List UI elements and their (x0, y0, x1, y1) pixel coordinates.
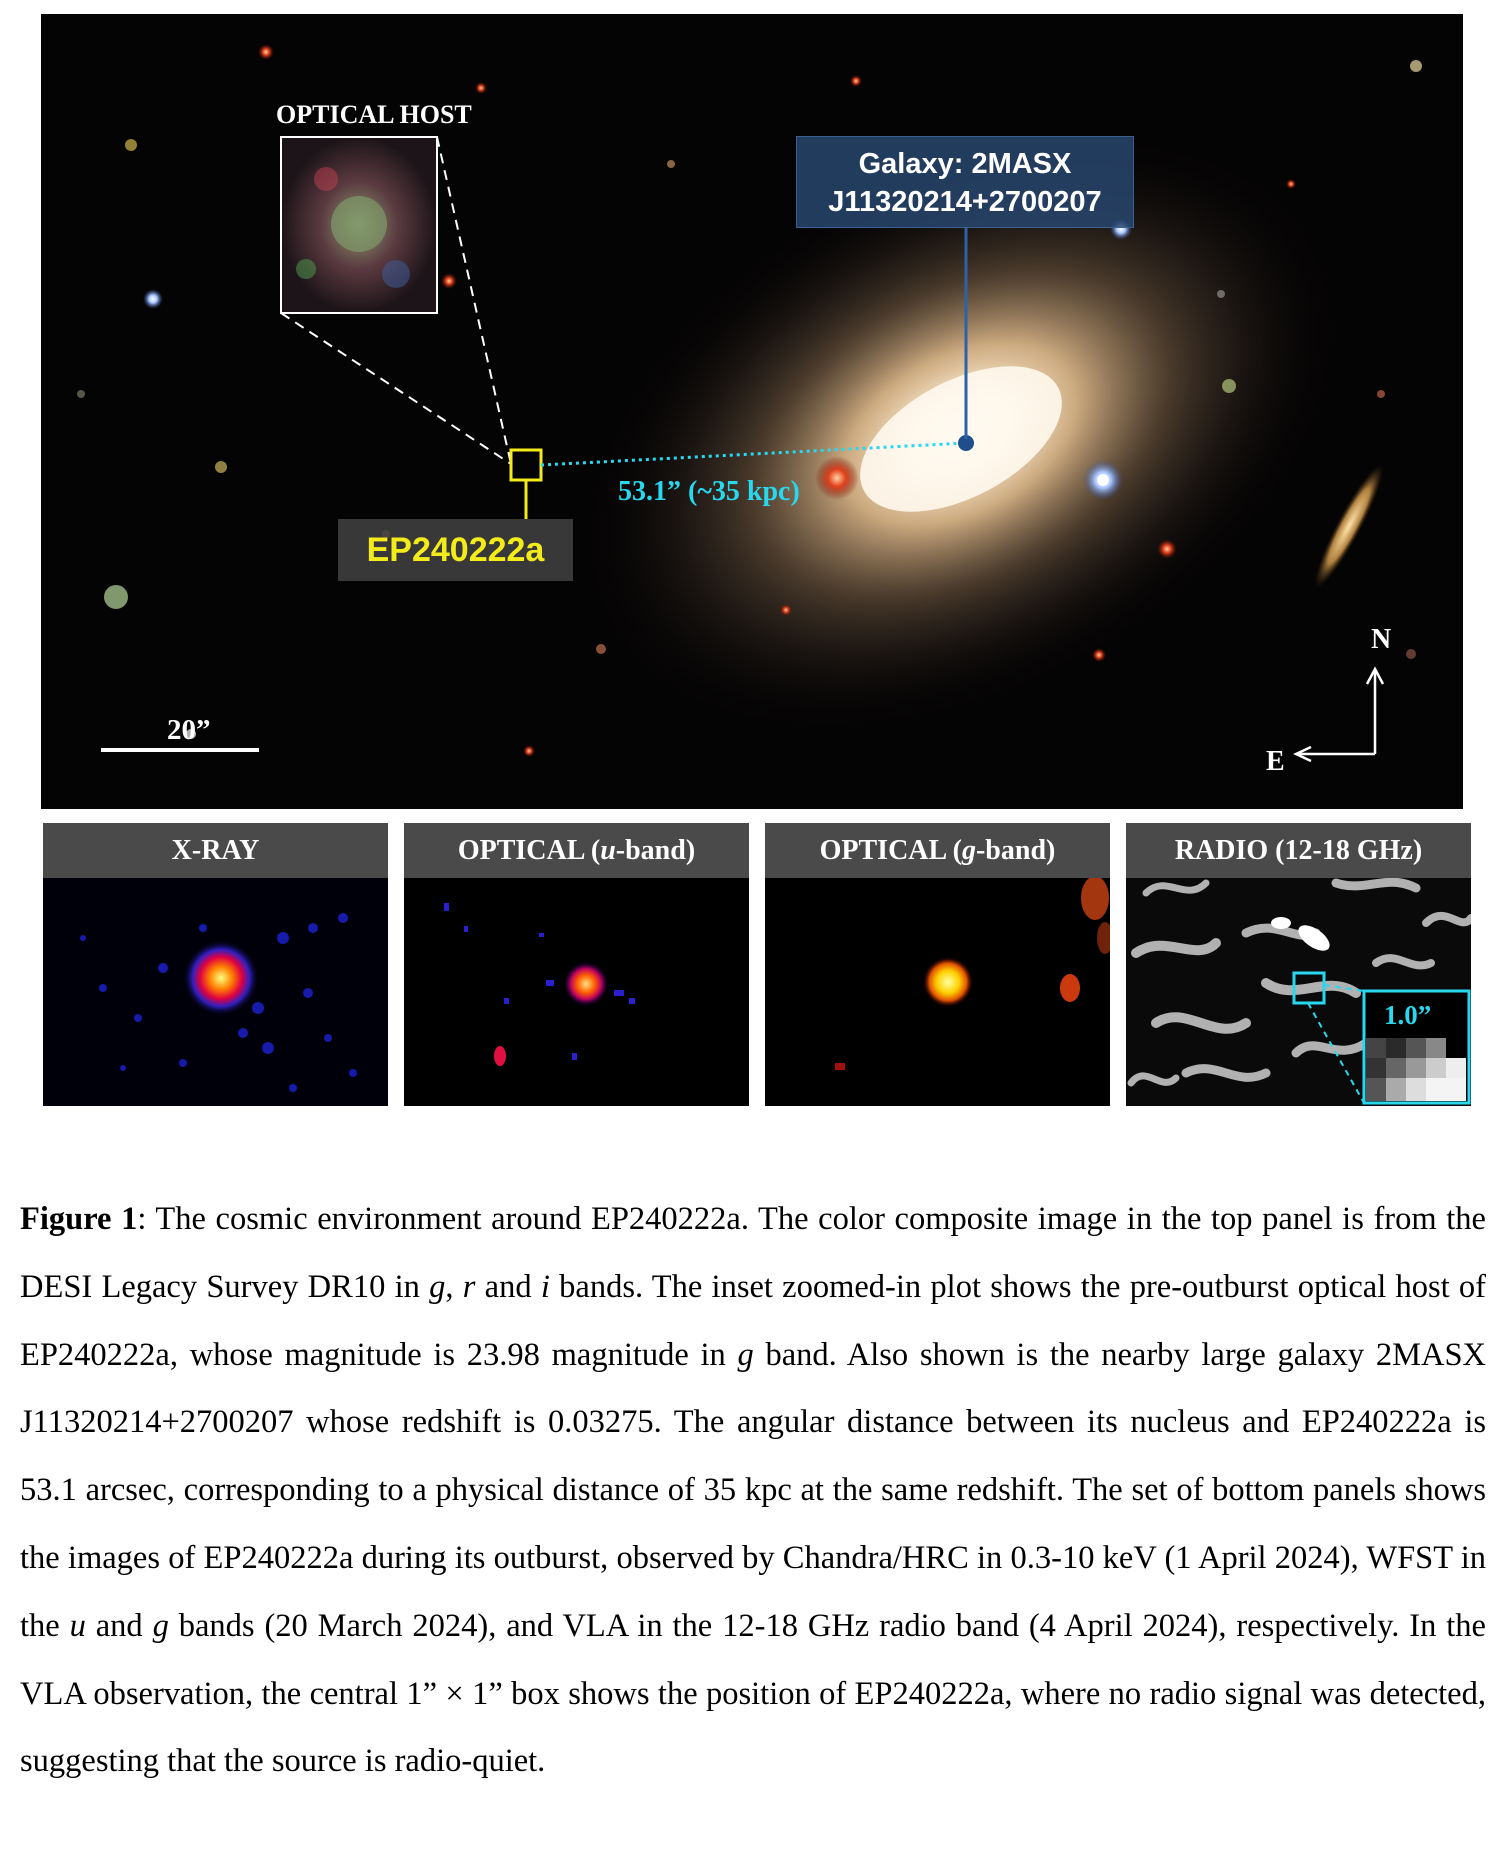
figure-label: Figure 1 (20, 1201, 138, 1237)
figure-caption: Figure 1: The cosmic environment around … (20, 1201, 1486, 1780)
edge-on-galaxy (1314, 463, 1384, 589)
xray-image (43, 878, 388, 1106)
xray-panel-title: X-RAY (43, 823, 388, 878)
distance-line (540, 441, 967, 467)
radio-inset-scale-label: 1.0” (1384, 1000, 1432, 1030)
north-label: N (1371, 624, 1392, 655)
optical-g-panel-title: OPTICAL (g-band) (765, 823, 1110, 878)
optical-host-label: OPTICAL HOST (276, 100, 472, 129)
optical-u-panel-title: OPTICAL (u-band) (404, 823, 749, 878)
xray-panel: X-RAY (43, 823, 388, 1106)
optical-u-panel: OPTICAL (u-band) (404, 823, 749, 1106)
inset-connector-left (280, 312, 512, 465)
scale-label: 20” (167, 714, 211, 746)
source-marker-box (509, 448, 543, 482)
galaxy-nucleus-marker (958, 435, 974, 451)
inset-connector-right (436, 136, 512, 465)
optical-u-image (404, 878, 749, 1106)
galaxy-label-box: Galaxy: 2MASX J11320214+2700207 (796, 136, 1134, 228)
galaxy-label-line1: Galaxy: 2MASX (858, 148, 1072, 180)
source-label: EP240222a (338, 519, 573, 581)
radio-panel: RADIO (12-18 GHz) (1126, 823, 1471, 1106)
optical-g-image (765, 878, 1110, 1106)
top-composite-image: OPTICAL HOST Galaxy: 2MASX J11320214+270… (41, 14, 1463, 809)
radio-panel-title: RADIO (12-18 GHz) (1126, 823, 1471, 878)
east-label: E (1266, 746, 1285, 777)
galaxy-label-line2: J11320214+2700207 (828, 186, 1102, 218)
composite-sky-graphic (77, 44, 1422, 763)
distance-label: 53.1” (~35 kpc) (618, 476, 800, 507)
optical-g-panel: OPTICAL (g-band) (765, 823, 1110, 1106)
